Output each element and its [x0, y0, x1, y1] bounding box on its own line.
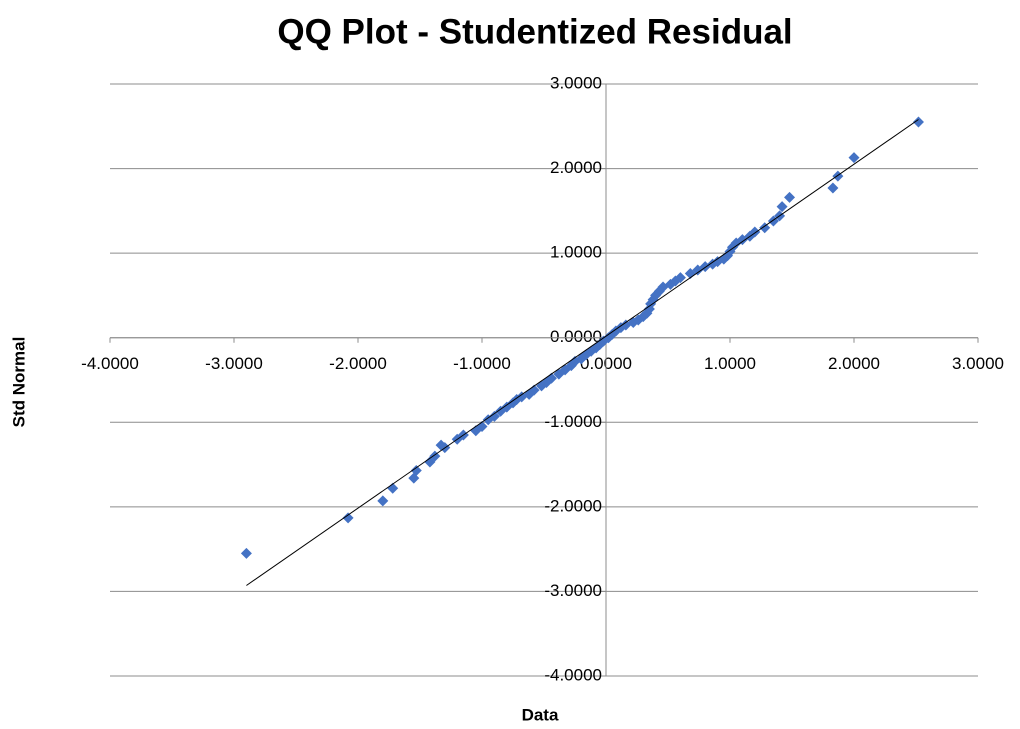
y-tick-label: -1.0000 — [544, 412, 602, 431]
data-point — [912, 116, 924, 128]
x-axis-label: Data — [522, 705, 559, 724]
y-tick-label: 3.0000 — [550, 73, 602, 92]
data-point — [759, 222, 771, 234]
x-tick-label: 2.0000 — [828, 354, 880, 373]
data-point — [410, 464, 422, 476]
data-point — [488, 410, 500, 422]
y-tick-label: 0.0000 — [550, 327, 602, 346]
trendline — [246, 119, 919, 586]
x-tick-label: 3.0000 — [952, 354, 1004, 373]
data-point — [377, 495, 389, 507]
chart-title: QQ Plot - Studentized Residual — [277, 12, 792, 51]
data-point — [342, 512, 354, 524]
x-tick-label: -3.0000 — [205, 354, 263, 373]
data-point — [674, 272, 686, 284]
x-tick-label: -1.0000 — [453, 354, 511, 373]
y-tick-label: -3.0000 — [544, 581, 602, 600]
data-point — [784, 191, 796, 203]
x-tick-label: 1.0000 — [704, 354, 756, 373]
y-tick-label: 1.0000 — [550, 243, 602, 262]
data-point — [240, 547, 252, 559]
y-axis-label: Std Normal — [9, 337, 28, 428]
data-point — [776, 201, 788, 213]
y-tick-label: -4.0000 — [544, 665, 602, 684]
data-point — [848, 152, 860, 164]
y-tick-label: -2.0000 — [544, 496, 602, 515]
data-point — [827, 182, 839, 194]
y-tick-label: 2.0000 — [550, 158, 602, 177]
x-tick-label: -2.0000 — [329, 354, 387, 373]
x-tick-label: -4.0000 — [81, 354, 139, 373]
